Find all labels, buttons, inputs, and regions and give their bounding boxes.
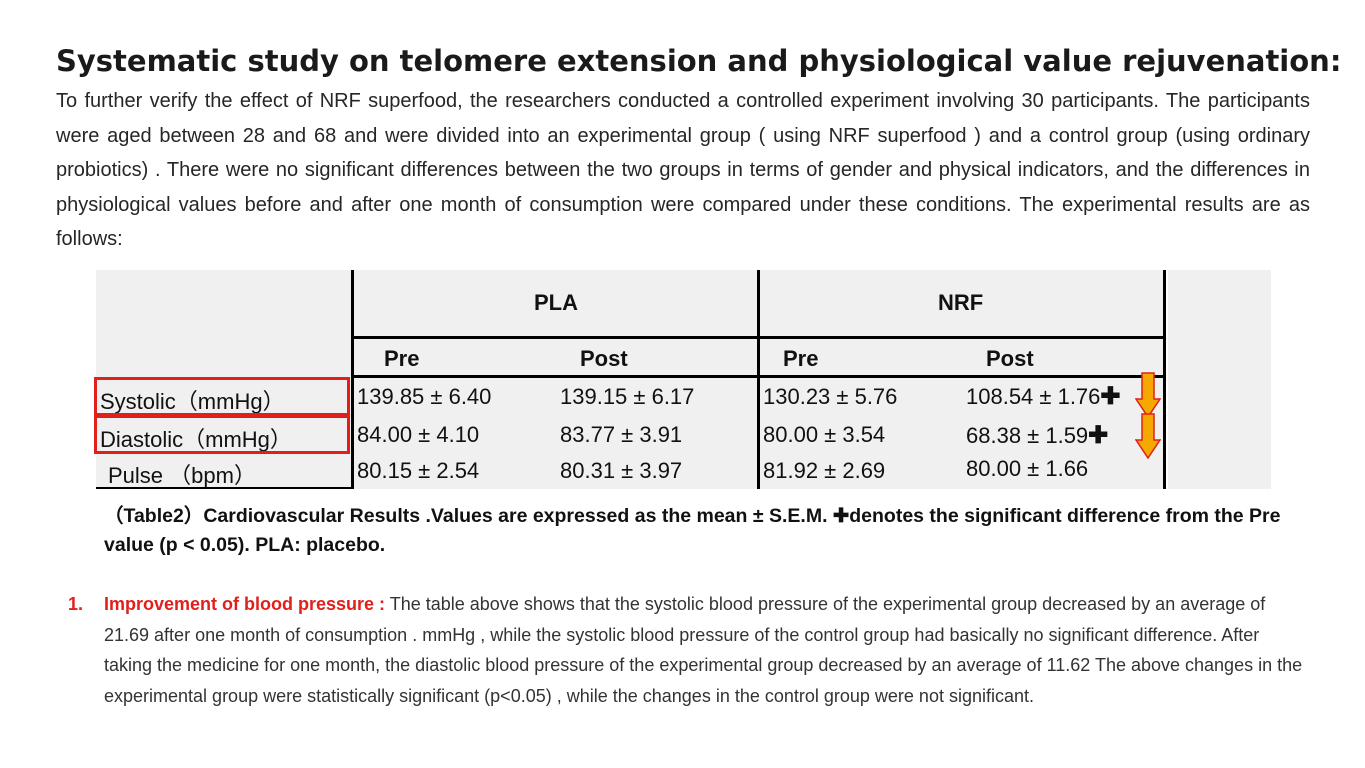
table-divider: [1163, 270, 1166, 489]
table-cell: 108.54 ± 1.76✚: [966, 382, 1121, 411]
table-divider: [96, 487, 353, 489]
table-cell: 83.77 ± 3.91: [560, 422, 683, 447]
highlight-box-systolic: [94, 377, 350, 416]
table-cell: 139.85 ± 6.40: [357, 384, 492, 409]
intro-paragraph: To further verify the effect of NRF supe…: [56, 90, 1310, 251]
subheader-pla-post: Post: [580, 346, 628, 371]
table-divider: [351, 270, 354, 489]
group-header-pla: PLA: [534, 290, 578, 315]
highlight-box-diastolic: [94, 415, 350, 454]
subheader-nrf-post: Post: [986, 346, 1034, 371]
subheader-pla-pre: Pre: [384, 346, 420, 371]
table-cell: 80.00 ± 3.54: [763, 422, 886, 447]
list-item-text: The table above shows that the systolic …: [104, 594, 1303, 706]
row-label-systolic: Systolic（mmHg）: [100, 389, 285, 414]
table-cell: 80.00 ± 1.66: [966, 456, 1089, 481]
table-cell: 80.15 ± 2.54: [357, 458, 480, 483]
row-label-pulse: Pulse （bpm）: [108, 463, 256, 488]
table-cell: 84.00 ± 4.10: [357, 422, 480, 447]
row-label-diastolic: Diastolic（mmHg）: [100, 427, 292, 452]
table-divider: [757, 270, 760, 489]
table-cell: 81.92 ± 2.69: [763, 458, 886, 483]
table-edge: [1165, 270, 1168, 489]
significance-mark: ✚: [1100, 383, 1121, 410]
page-title: Systematic study on telomere extension a…: [56, 44, 1342, 78]
down-arrow-icon: [1135, 372, 1161, 418]
results-table: PLA NRF Pre Post Pre Post Systolic（mmHg）…: [94, 270, 1271, 489]
table-divider: [351, 375, 1166, 378]
value-text: 108.54 ± 1.76: [966, 384, 1101, 409]
table-cell: 68.38 ± 1.59✚: [966, 421, 1108, 450]
list-item-lead: Improvement of blood pressure :: [104, 594, 386, 614]
list-number: 1.: [68, 594, 84, 614]
table-cell: 80.31 ± 3.97: [560, 458, 683, 483]
table-cell: 130.23 ± 5.76: [763, 384, 898, 409]
table-divider: [351, 336, 1166, 339]
table-caption: （Table2）Cardiovascular Results .Values a…: [104, 505, 1281, 556]
down-arrow-icon: [1135, 413, 1161, 459]
findings-list: 1. Improvement of blood pressure : The t…: [66, 589, 1306, 711]
table-cell: 139.15 ± 6.17: [560, 384, 695, 409]
value-text: 68.38 ± 1.59: [966, 423, 1089, 448]
group-header-nrf: NRF: [938, 290, 984, 315]
list-item: Improvement of blood pressure : The tabl…: [104, 589, 1306, 711]
subheader-nrf-pre: Pre: [783, 346, 819, 371]
significance-mark: ✚: [1088, 422, 1109, 449]
